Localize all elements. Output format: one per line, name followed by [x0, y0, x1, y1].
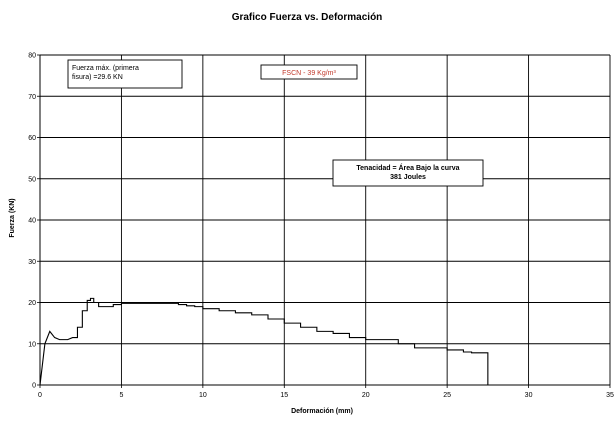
series-layer: [39, 297, 489, 386]
y-tick-label: 30: [28, 259, 36, 266]
annotation-box-0: Fuerza máx. (primera fisura) =29.6 KN: [67, 59, 183, 89]
y-tick-label: 50: [28, 176, 36, 183]
y-tick-label: 40: [28, 218, 36, 225]
annotation-rect: [260, 64, 358, 80]
y-axis-label: Fuerza (KN): [9, 198, 16, 237]
series-line-0: [39, 297, 489, 386]
x-tick-label: 35: [606, 392, 614, 399]
annotation-text: Tenacidad = Área Bajo la curva: [356, 163, 459, 172]
annotation-rect: [332, 159, 484, 187]
x-tick-label: 25: [443, 392, 451, 399]
y-tick-label: 60: [28, 135, 36, 142]
y-tick-label: 70: [28, 94, 36, 101]
annotation-layer: Fuerza máx. (primera fisura) =29.6 KN FSCN…: [67, 59, 484, 187]
tick-labels: 0 5 10 15 20 25 30 35 0 10 20 30 40 50 60 70 80: [28, 53, 614, 400]
x-tick-label: 5: [119, 392, 123, 399]
x-axis-label: Deformación (mm): [291, 408, 353, 415]
x-tick-label: 30: [525, 392, 533, 399]
x-tick-label: 15: [280, 392, 288, 399]
annotation-text: fisura) =29.6 KN: [72, 74, 123, 81]
x-tick-label: 0: [38, 392, 42, 399]
y-tick-label: 0: [32, 383, 36, 390]
x-tick-label: 20: [362, 392, 370, 399]
grid-layer: [40, 54, 611, 385]
annotation-text: 381 Joules: [390, 174, 426, 181]
y-tick-label: 10: [28, 341, 36, 348]
chart-title: Grafico Fuerza vs. Deformación: [232, 12, 383, 23]
x-tick-label: 10: [199, 392, 207, 399]
annotation-box-2: Tenacidad = Área Bajo la curva 381 Joules: [332, 159, 484, 187]
annotation-box-1: FSCN - 39 Kg/m³: [260, 64, 358, 80]
annotation-text: Fuerza máx. (primera: [72, 65, 139, 72]
y-tick-label: 80: [28, 53, 36, 60]
y-tick-label: 20: [28, 300, 36, 307]
annotation-text: FSCN - 39 Kg/m³: [282, 70, 336, 77]
annotation-rect: [67, 59, 183, 89]
